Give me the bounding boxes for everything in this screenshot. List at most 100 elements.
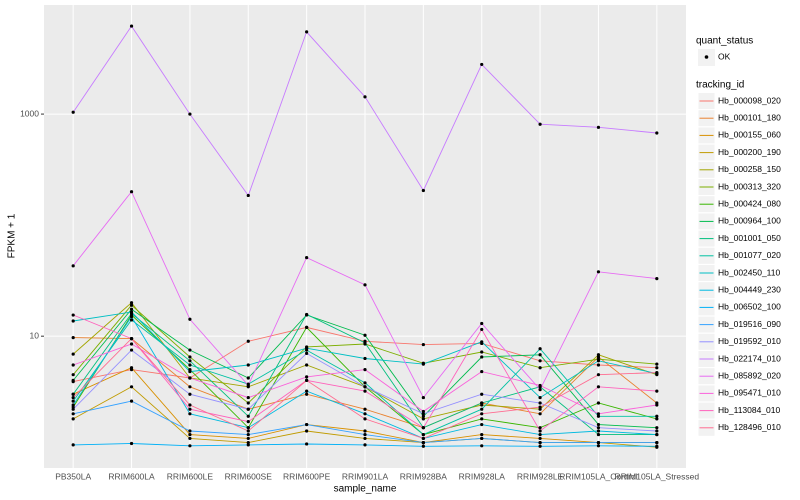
- point: [363, 443, 367, 447]
- legend-label: Hb_085892_020: [718, 370, 781, 380]
- point: [655, 276, 659, 281]
- point: [305, 363, 309, 367]
- point: [480, 417, 484, 421]
- point: [596, 414, 601, 418]
- point: [71, 443, 75, 447]
- legend-label: Hb_019592_010: [718, 336, 781, 346]
- point: [480, 412, 484, 416]
- legend-title: tracking_id: [696, 80, 744, 91]
- point: [538, 353, 542, 357]
- point: [421, 414, 425, 418]
- point: [188, 355, 192, 359]
- point: [538, 347, 542, 351]
- point: [129, 307, 134, 311]
- point: [71, 363, 75, 367]
- x-tick-label: RRIM928LE: [517, 471, 564, 481]
- point: [421, 426, 425, 430]
- point: [246, 443, 250, 447]
- legend-label: Hb_000101_180: [718, 112, 781, 122]
- point: [480, 392, 484, 396]
- point: [71, 407, 75, 411]
- legend-label: Hb_000964_100: [718, 216, 781, 226]
- point: [246, 407, 250, 411]
- point: [596, 444, 601, 448]
- point: [71, 264, 75, 268]
- point: [538, 432, 542, 437]
- point: [129, 315, 134, 319]
- point: [538, 366, 542, 370]
- point: [71, 352, 75, 356]
- point: [363, 341, 367, 345]
- point: [246, 339, 250, 343]
- point: [655, 441, 659, 445]
- point: [655, 389, 659, 393]
- point: [596, 401, 601, 405]
- point: [129, 318, 134, 322]
- legend-label: Hb_000424_080: [718, 198, 781, 208]
- point: [246, 441, 250, 445]
- point: [538, 412, 542, 416]
- point: [188, 385, 192, 389]
- point: [188, 112, 192, 116]
- point: [596, 422, 601, 427]
- y-tick-label: 1000: [20, 108, 39, 118]
- point: [246, 401, 250, 405]
- point: [538, 395, 542, 400]
- point: [363, 333, 367, 337]
- point: [480, 444, 484, 448]
- point: [305, 30, 309, 34]
- point: [71, 336, 75, 340]
- point: [305, 346, 309, 350]
- point: [188, 436, 192, 441]
- x-tick-label: RRIM600LA: [108, 471, 155, 481]
- point: [421, 409, 425, 414]
- point: [363, 432, 367, 437]
- point: [246, 363, 250, 367]
- point: [596, 429, 601, 433]
- point: [363, 407, 367, 411]
- legend-title: quant_status: [696, 36, 753, 47]
- point: [363, 356, 367, 361]
- point: [71, 110, 75, 114]
- x-tick-label: RRIM928LA: [459, 471, 506, 481]
- legend-label: Hb_019516_090: [718, 319, 781, 329]
- legend-label: Hb_002450_110: [718, 267, 781, 277]
- point: [129, 366, 134, 370]
- legend-label: Hb_001001_050: [718, 233, 781, 243]
- x-tick-label: RRIM600SE: [225, 471, 273, 481]
- legend-label: Hb_095471_010: [718, 388, 781, 398]
- point: [363, 385, 367, 389]
- point: [480, 432, 484, 437]
- point: [129, 385, 134, 389]
- legend-label: Hb_128496_010: [718, 422, 781, 432]
- legend-label: Hb_004449_230: [718, 284, 781, 294]
- point: [421, 342, 425, 347]
- point: [71, 378, 75, 382]
- legend-label: Hb_000313_320: [718, 181, 781, 191]
- point: [71, 373, 75, 377]
- point: [596, 412, 601, 416]
- point: [480, 401, 484, 405]
- point: [129, 337, 134, 341]
- point: [655, 362, 659, 366]
- point: [71, 313, 75, 317]
- point: [246, 426, 250, 430]
- point: [421, 362, 425, 366]
- legend-symbol: [704, 55, 709, 59]
- point: [655, 370, 659, 375]
- point: [596, 125, 601, 129]
- x-tick-label: PB350LA: [55, 471, 91, 481]
- point: [655, 366, 659, 370]
- point: [71, 395, 75, 400]
- point: [538, 426, 542, 430]
- point: [305, 429, 309, 433]
- point: [188, 432, 192, 437]
- point: [480, 327, 484, 332]
- legend-label: Hb_006502_100: [718, 302, 781, 312]
- point: [596, 359, 601, 363]
- point: [538, 122, 542, 126]
- point: [188, 444, 192, 448]
- point: [305, 442, 309, 446]
- point: [596, 426, 601, 430]
- point: [596, 270, 601, 274]
